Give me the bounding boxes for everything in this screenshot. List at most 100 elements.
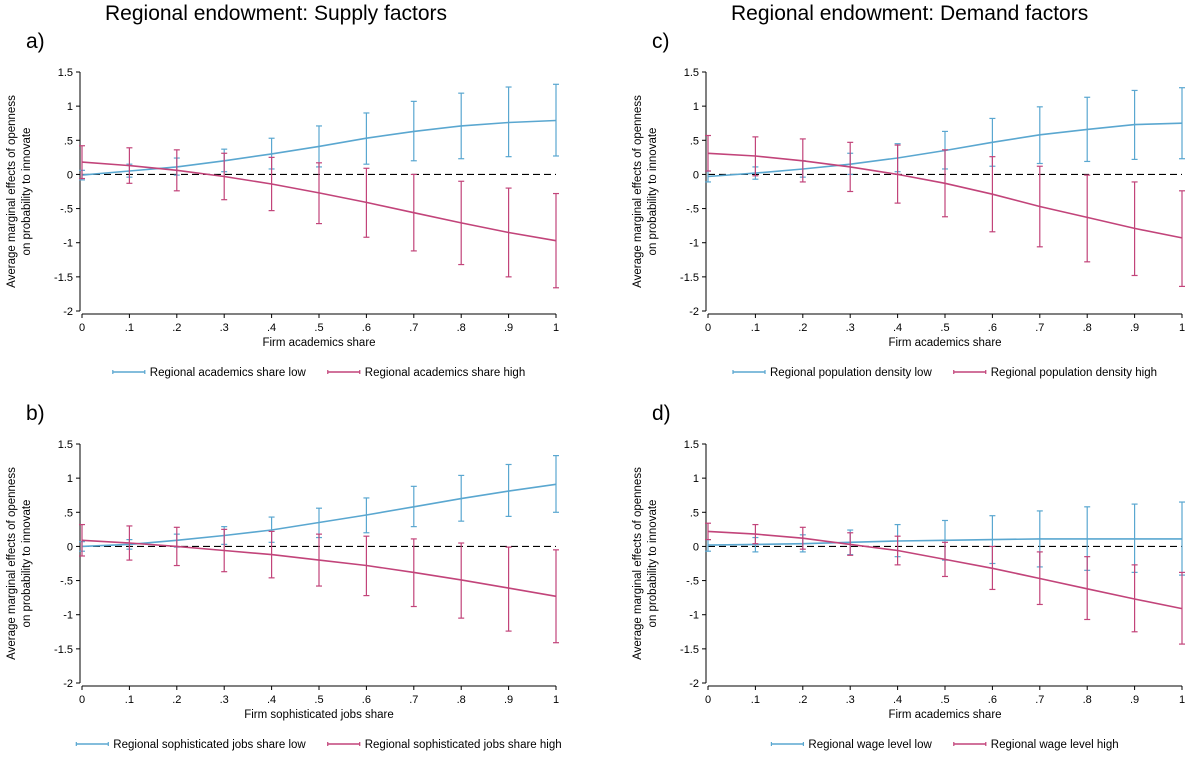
y-tick-label: -1 [689,610,699,622]
series-line-high [707,530,1183,610]
y-tick-label: -.5 [686,204,699,216]
y-axis-title-line2: on probability to innovate [647,128,659,256]
y-tick-label: -1.5 [680,272,699,284]
legend: Regional wage level low Regional wage lev… [770,739,1119,751]
chart-panel-b: 1.51.50-.5-1-1.5-20.1.2.3.4.5.6.7.8.9 1Fi… [6,439,562,751]
x-tick-label: .5 [314,322,323,334]
y-tick-label: -1 [689,238,699,250]
x-tick-label: .3 [846,694,855,706]
y-tick-label: 1.5 [58,439,73,451]
y-tick-label: .5 [690,507,699,519]
series-high-group [705,134,1185,288]
x-tick-label: .8 [1083,322,1092,334]
y-axis-title-line2: on probability to innovate [21,128,33,256]
x-tick-label: .9 [504,694,513,706]
y-tick-label: -2 [63,306,73,318]
y-tick-label: -2 [689,306,699,318]
chart-panel-d: 1.51.50-.5-1-1.5-20.1.2.3.4.5.6.7.8.9 1Fi… [632,439,1185,751]
y-tick-label: 1 [693,473,699,485]
x-tick-label: .9 [504,322,513,334]
x-tick-label: .4 [893,322,902,334]
y-tick-label: -1.5 [54,644,73,656]
panel-d-letter: d) [652,402,671,425]
x-tick-label: .7 [1035,322,1044,334]
x-tick-label: 1 [1179,322,1185,334]
y-tick-label: -1 [63,610,73,622]
series-high-group [79,145,559,289]
x-tick-label: .7 [1035,694,1044,706]
y-axis-title-line1: Average marginal effects of openness [6,95,18,288]
x-axis-title: Firm sophisticated jobs share [244,709,394,721]
supply-factors-heading: Regional endowment: Supply factors [105,2,448,25]
x-tick-label: .5 [314,694,323,706]
x-tick-label: .5 [940,694,949,706]
legend: Regional academics share low Regional aca… [112,367,525,379]
x-axis-title: Firm academics share [262,337,375,349]
x-tick-label: .1 [751,694,760,706]
demand-factors-heading: Regional endowment: Demand factors [731,2,1089,25]
panel-a-letter: a) [26,30,45,53]
series-high-group [705,522,1185,645]
panel-b-letter: b) [26,402,45,425]
legend-item-high: Regional wage level high [953,739,1119,751]
legend-label-high: Regional wage level high [991,739,1119,751]
x-tick-label: .6 [988,694,997,706]
x-tick-label: .2 [798,694,807,706]
legend-item-low: Regional academics share low [112,367,306,379]
y-tick-label: .5 [64,135,73,147]
chart-panel-c: 1.51.50-.5-1-1.5-20.1.2.3.4.5.6.7.8.9 1Fi… [632,67,1185,379]
x-tick-label: 0 [79,694,85,706]
y-tick-label: 1.5 [684,67,699,79]
x-tick-label: .3 [846,322,855,334]
x-tick-label: .4 [893,694,902,706]
y-tick-label: 1.5 [58,67,73,79]
x-tick-label: 0 [705,322,711,334]
legend-label-high: Regional sophisticated jobs share high [365,739,562,751]
legend: Regional sophisticated jobs share low Reg… [75,739,562,751]
chart-panel-a: 1.51.50-.5-1-1.5-20.1.2.3.4.5.6.7.8.9 1Fi… [6,67,559,379]
x-tick-label: .4 [267,694,276,706]
x-tick-label: .7 [409,694,418,706]
x-tick-label: 0 [79,322,85,334]
x-tick-label: 1 [1179,694,1185,706]
legend-label-low: Regional sophisticated jobs share low [113,739,306,751]
x-tick-label: .1 [125,694,134,706]
y-tick-label: 0 [693,169,699,181]
x-tick-label: .6 [362,694,371,706]
x-tick-label: .8 [457,322,466,334]
legend: Regional population density low Regional … [732,367,1157,379]
y-tick-label: -.5 [60,204,73,216]
legend-item-low: Regional sophisticated jobs share low [75,739,306,751]
x-tick-label: .5 [940,322,949,334]
legend-label-low: Regional population density low [770,367,932,379]
y-tick-label: 1 [693,101,699,113]
y-tick-label: 1 [67,101,73,113]
y-axis-title-line2: on probability to innovate [647,500,659,628]
x-tick-label: .6 [988,322,997,334]
x-axis-title: Firm academics share [888,709,1001,721]
x-tick-label: .8 [457,694,466,706]
series-line-high [81,161,557,242]
x-tick-label: .3 [220,322,229,334]
y-axis-title-line1: Average marginal effects of openness [632,467,644,660]
x-tick-label: .7 [409,322,418,334]
x-tick-label: .1 [125,322,134,334]
y-axis-title-line2: on probability to innovate [21,500,33,628]
x-tick-label: .1 [751,322,760,334]
x-tick-label: .2 [172,694,181,706]
x-axis-title: Firm academics share [888,337,1001,349]
x-tick-label: .8 [1083,694,1092,706]
legend-item-high: Regional academics share high [327,367,525,379]
legend-item-low: Regional population density low [732,367,932,379]
panel-c-letter: c) [652,30,670,53]
y-tick-label: .5 [64,507,73,519]
y-tick-label: -1.5 [54,272,73,284]
legend-item-high: Regional population density high [953,367,1157,379]
series-high-group [79,523,559,644]
x-tick-label: 0 [705,694,711,706]
legend-item-low: Regional wage level low [770,739,932,751]
y-tick-label: -.5 [60,576,73,588]
series-line-low [707,538,1182,546]
x-tick-label: 1 [553,322,559,334]
y-tick-label: -2 [689,678,699,690]
